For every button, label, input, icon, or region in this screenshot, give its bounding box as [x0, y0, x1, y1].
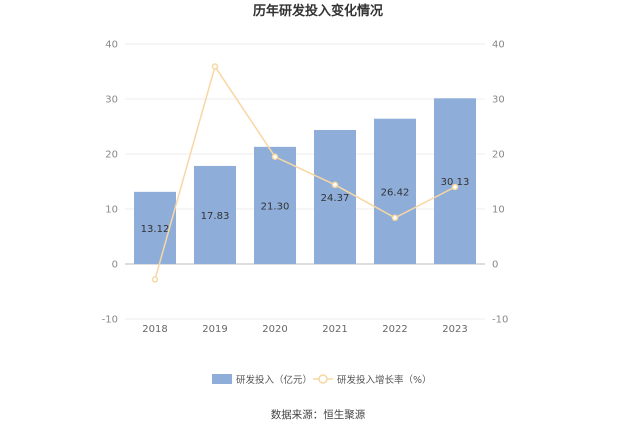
- x-tick-label: 2020: [262, 324, 287, 335]
- bar-2019[interactable]: [194, 165, 236, 264]
- y-left-tick-label: 30: [105, 95, 118, 106]
- y-axis-left: -10 0 10 20 30 40: [102, 40, 118, 326]
- y-right-tick-label: 10: [492, 205, 505, 216]
- bar-2023[interactable]: [434, 98, 476, 264]
- chart-title: 历年研发投入变化情况: [253, 3, 383, 19]
- line-series: [151, 63, 459, 283]
- bar-2020[interactable]: [254, 146, 296, 264]
- y-right-tick-label: 30: [492, 95, 505, 106]
- y-left-tick-label: 20: [105, 150, 118, 161]
- legend-line-label: 研发投入增长率（%）: [337, 374, 432, 386]
- y-left-tick-label: 40: [105, 40, 118, 51]
- bar-value-label: 17.83: [201, 211, 230, 222]
- y-right-tick-label: 20: [492, 150, 505, 161]
- x-axis: 2018 2019 2020 2021 2022 2023: [142, 324, 467, 335]
- x-tick-label: 2018: [142, 324, 167, 335]
- y-left-tick-label: 0: [112, 260, 118, 271]
- y-axis-right: -10 0 10 20 30 40: [492, 40, 508, 326]
- y-left-tick-label: -10: [102, 315, 118, 326]
- bar-2022[interactable]: [374, 118, 416, 264]
- gridlines: [125, 43, 485, 320]
- line-point-2019[interactable]: [211, 63, 219, 70]
- line-point-2023[interactable]: [451, 183, 459, 191]
- bar-value-label: 21.30: [261, 201, 290, 212]
- legend-bar-swatch: [212, 374, 232, 384]
- x-tick-label: 2019: [202, 324, 227, 335]
- line-point-2022[interactable]: [391, 214, 399, 222]
- y-right-tick-label: -10: [492, 315, 508, 326]
- bar-value-label: 30.13: [441, 177, 470, 188]
- line-point-2021[interactable]: [331, 181, 339, 189]
- bar-2021[interactable]: [314, 129, 356, 264]
- x-tick-label: 2022: [382, 324, 407, 335]
- legend-bar-label: 研发投入（亿元）: [236, 374, 312, 386]
- bar-value-label: 24.37: [321, 193, 350, 204]
- y-left-tick-label: 10: [105, 205, 118, 216]
- y-right-tick-label: 0: [492, 260, 498, 271]
- legend-line-marker: [318, 374, 328, 384]
- bar-value-label: 13.12: [141, 224, 170, 235]
- line-point-2018[interactable]: [151, 276, 159, 283]
- bar-series: 13.12 17.83 21.30 24.37 26.42 30.13: [134, 98, 476, 264]
- growth-rate-line: [154, 64, 456, 280]
- x-tick-label: 2023: [442, 324, 467, 335]
- source-note: 数据来源：恒生聚源: [271, 408, 366, 421]
- y-right-tick-label: 40: [492, 40, 505, 51]
- x-tick-label: 2021: [322, 324, 347, 335]
- bar-value-label: 26.42: [381, 187, 410, 198]
- legend[interactable]: 研发投入（亿元） 研发投入增长率（%）: [212, 374, 432, 386]
- line-point-2020[interactable]: [271, 153, 279, 160]
